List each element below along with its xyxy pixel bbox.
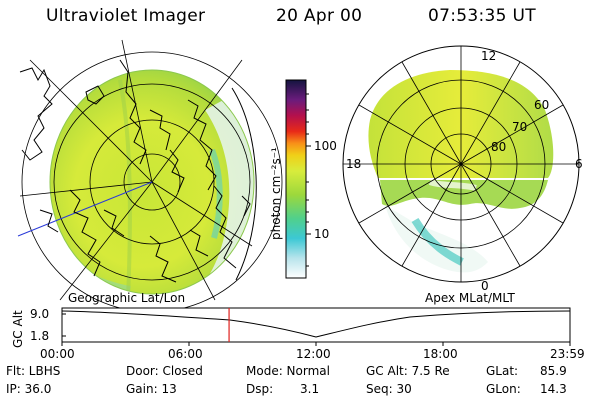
altitude-timeline: GC Alt 9.0 1.8 00:00 06:00 12:00 18:00 2… xyxy=(11,307,585,361)
colorbar: 100 10 photon cm⁻²s⁻¹ xyxy=(269,79,337,279)
status-dsp-value: 3.1 xyxy=(300,382,320,396)
timeline-xtick-1200: 12:00 xyxy=(296,347,331,361)
status-gain: Gain: 13 xyxy=(126,382,177,396)
timeline-xtick-0600: 06:00 xyxy=(168,347,203,361)
status-gc-alt: GC Alt: 7.5 Re xyxy=(366,364,450,378)
status-ip: IP: 36.0 xyxy=(6,382,52,396)
status-glat-label: GLat: xyxy=(486,364,519,378)
timeline-xtick-0000: 00:00 xyxy=(40,347,75,361)
colorbar-tick-10: 10 xyxy=(314,227,329,241)
timeline-axis-label: GC Alt xyxy=(11,310,25,348)
observation-date: 20 Apr 00 xyxy=(276,6,363,26)
instrument-title: Ultraviolet Imager xyxy=(46,6,206,26)
mlat-label-70: 70 xyxy=(512,120,527,134)
status-seq: Seq: 30 xyxy=(366,382,412,396)
status-glon-label: GLon: xyxy=(486,382,521,396)
mlt-label-0: 0 xyxy=(481,279,489,293)
status-dsp-label: Dsp: xyxy=(246,382,274,396)
mlt-label-12: 12 xyxy=(481,49,496,63)
mlat-label-80: 80 xyxy=(491,140,506,154)
timeline-xtick-1800: 18:00 xyxy=(423,347,458,361)
mlt-label-6: 6 xyxy=(575,157,583,171)
timeline-xtick-2359: 23:59 xyxy=(550,347,585,361)
colorbar-unit-label: photon cm⁻²s⁻¹ xyxy=(269,147,283,240)
magnetic-polar-map: 12 18 6 0 60 70 80 Apex MLat/MLT xyxy=(342,45,583,305)
status-door: Door: Closed xyxy=(126,364,203,378)
status-filter: Flt: LBHS xyxy=(6,364,61,378)
geographic-map: Geographic Lat/Lon xyxy=(17,39,283,313)
apex-caption: Apex MLat/MLT xyxy=(425,291,515,305)
timeline-ytick-1-8: 1.8 xyxy=(30,329,49,343)
geographic-caption: Geographic Lat/Lon xyxy=(68,291,185,305)
status-glon-value: 14.3 xyxy=(540,382,567,396)
observation-time: 07:53:35 UT xyxy=(428,6,536,26)
mlat-label-60: 60 xyxy=(534,98,549,112)
timeline-ytick-9: 9.0 xyxy=(30,307,49,321)
colorbar-tick-100: 100 xyxy=(314,139,337,153)
status-mode: Mode: Normal xyxy=(246,364,330,378)
status-glat-value: 85.9 xyxy=(540,364,567,378)
mlt-label-18: 18 xyxy=(346,157,361,171)
